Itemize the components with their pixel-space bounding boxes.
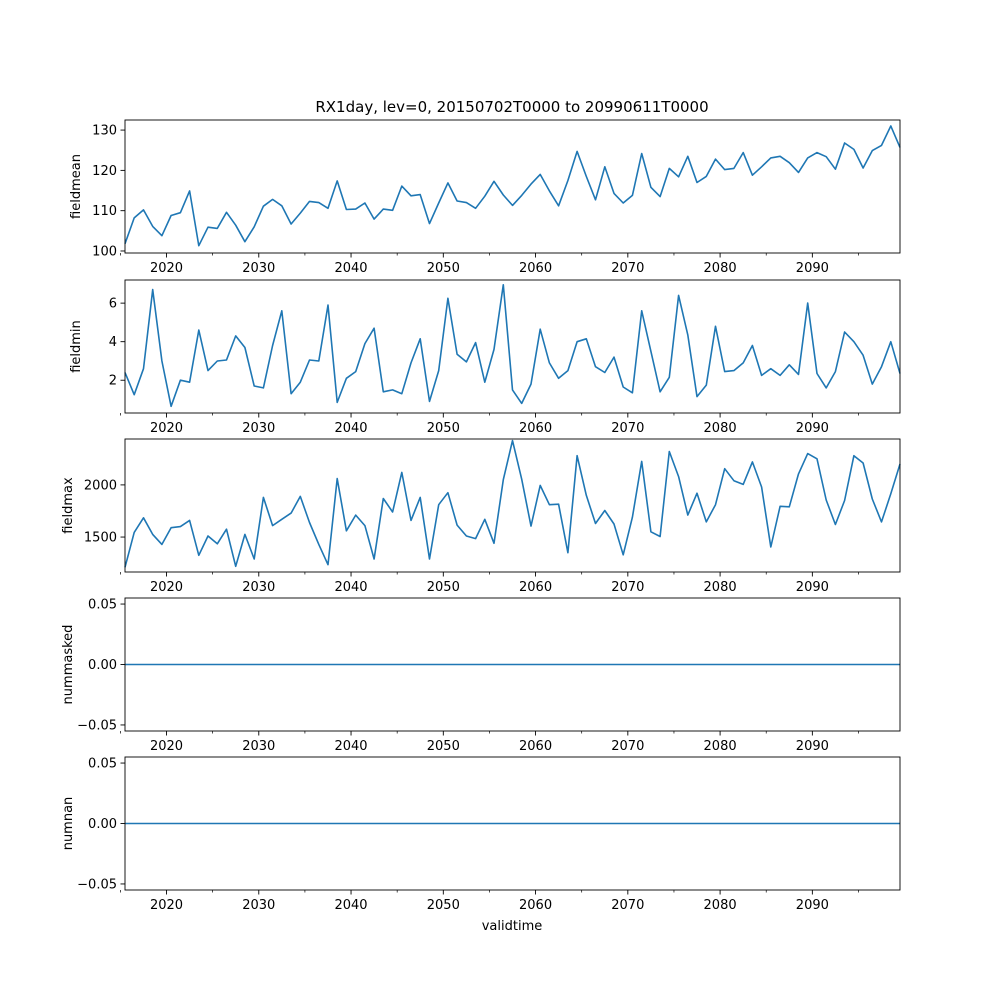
numnan-x-tick-label: 2020 [150, 898, 183, 913]
nummasked-y-tick-label: 0.05 [88, 598, 117, 613]
nummasked-y-tick-label: 0.00 [88, 658, 117, 673]
fieldmean-y-axis-label: fieldmean [69, 154, 84, 219]
numnan-x-tick-label: 2030 [242, 898, 275, 913]
fieldmean-x-tick-label: 2050 [427, 261, 460, 276]
fieldmin-x-tick-label: 2060 [519, 421, 552, 436]
fieldmax-y-tick-label: 1500 [84, 531, 117, 546]
fieldmax-x-tick-label: 2090 [796, 580, 829, 595]
nummasked-x-tick-label: 2060 [519, 739, 552, 754]
fieldmean-axes-frame [124, 119, 901, 254]
nummasked-x-tick-label: 2070 [611, 739, 644, 754]
fieldmax-y-tick-label: 2000 [84, 478, 117, 493]
fieldmean-x-tick-label: 2020 [150, 261, 183, 276]
fieldmin-x-tick-label: 2030 [242, 421, 275, 436]
numnan-y-axis-label: numnan [61, 797, 76, 851]
fieldmin-x-tick-label: 2050 [427, 421, 460, 436]
fieldmin-axes-frame [124, 279, 901, 414]
numnan-x-tick-label: 2090 [796, 898, 829, 913]
fieldmax-x-tick-label: 2050 [427, 580, 460, 595]
fieldmin-y-axis-label: fieldmin [69, 320, 84, 373]
fieldmax-x-tick-label: 2060 [519, 580, 552, 595]
fieldmin-x-tick-label: 2040 [334, 421, 367, 436]
fieldmean-x-tick-label: 2030 [242, 261, 275, 276]
fieldmean-x-tick-label: 2060 [519, 261, 552, 276]
panel-nummasked: 2020 2030 2040 2050 2060 2070 2080 2090 −0.05 0.0… [61, 598, 901, 754]
fieldmean-y-tick-label: 110 [92, 204, 117, 219]
nummasked-x-tick-label: 2020 [150, 739, 183, 754]
nummasked-x-tick-label: 2050 [427, 739, 460, 754]
fieldmean-x-tick-label: 2040 [334, 261, 367, 276]
fieldmax-x-tick-label: 2080 [704, 580, 737, 595]
chart-title: RX1day, lev=0, 20150702T0000 to 20990611… [315, 98, 708, 116]
numnan-x-tick-label: 2080 [704, 898, 737, 913]
nummasked-x-tick-label: 2080 [704, 739, 737, 754]
numnan-x-tick-label: 2060 [519, 898, 552, 913]
fieldmin-y-tick-label: 6 [109, 297, 117, 312]
fieldmin-y-tick-label: 4 [109, 335, 117, 350]
panel-fieldmin: 2020 2030 2040 2050 2060 2070 2080 2090 2 4 6 field… [69, 279, 901, 436]
fieldmean-x-tick-label: 2080 [704, 261, 737, 276]
numnan-y-tick-label: 0.00 [88, 817, 117, 832]
fieldmean-y-tick-label: 130 [92, 124, 117, 139]
fieldmin-x-tick-label: 2080 [704, 421, 737, 436]
fieldmean-y-tick-label: 120 [92, 164, 117, 179]
panels-container: 2020 2030 2040 2050 2060 2070 2080 2090 100 110 12… [61, 119, 901, 913]
panel-fieldmax: 2020 2030 2040 2050 2060 2070 2080 2090 1500 2000… [61, 438, 901, 595]
nummasked-y-axis-label: nummasked [61, 625, 76, 705]
nummasked-x-tick-label: 2030 [242, 739, 275, 754]
numnan-x-tick-label: 2070 [611, 898, 644, 913]
fieldmax-axes-frame [124, 438, 901, 573]
fieldmax-x-tick-label: 2030 [242, 580, 275, 595]
numnan-x-tick-label: 2050 [427, 898, 460, 913]
fieldmin-x-tick-label: 2090 [796, 421, 829, 436]
fieldmin-x-tick-label: 2020 [150, 421, 183, 436]
nummasked-x-tick-label: 2040 [334, 739, 367, 754]
fieldmax-x-tick-label: 2070 [611, 580, 644, 595]
fieldmax-x-tick-label: 2040 [334, 580, 367, 595]
fieldmean-x-tick-label: 2090 [796, 261, 829, 276]
nummasked-x-tick-label: 2090 [796, 739, 829, 754]
nummasked-y-tick-label: −0.05 [77, 718, 117, 733]
fieldmean-series-line [124, 125, 901, 247]
panel-fieldmean: 2020 2030 2040 2050 2060 2070 2080 2090 100 110 12… [69, 119, 901, 276]
fieldmin-y-tick-label: 2 [109, 374, 117, 389]
fieldmax-x-tick-label: 2020 [150, 580, 183, 595]
x-axis-label: validtime [482, 919, 543, 934]
fieldmean-x-tick-label: 2070 [611, 261, 644, 276]
numnan-y-tick-label: −0.05 [77, 877, 117, 892]
numnan-y-tick-label: 0.05 [88, 757, 117, 772]
fieldmean-y-tick-label: 100 [92, 244, 117, 259]
numnan-x-tick-label: 2040 [334, 898, 367, 913]
fieldmin-x-tick-label: 2070 [611, 421, 644, 436]
fieldmax-y-axis-label: fieldmax [61, 477, 76, 534]
panel-numnan: 2020 2030 2040 2050 2060 2070 2080 2090 −0.05 0.0… [61, 757, 901, 913]
fieldmin-series-line [124, 283, 901, 408]
fieldmax-series-line [124, 439, 901, 568]
